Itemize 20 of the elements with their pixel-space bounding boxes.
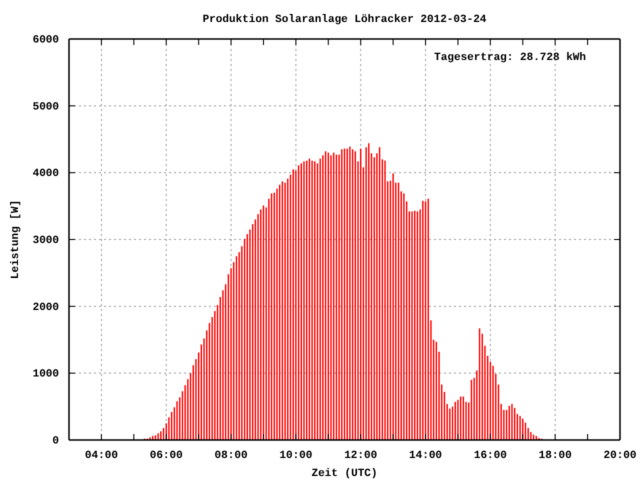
y-axis-title: Leistung [W]	[10, 200, 22, 280]
x-tick-label: 12:00	[344, 450, 378, 462]
y-tick-label: 0	[52, 436, 59, 448]
y-tick-label: 4000	[32, 168, 59, 180]
x-tick-label: 20:00	[603, 450, 637, 462]
x-tick-label: 14:00	[409, 450, 442, 462]
x-tick-label: 06:00	[150, 450, 183, 462]
y-tick-label: 3000	[32, 235, 59, 248]
x-tick-label: 16:00	[474, 450, 507, 462]
chart-title: Produktion Solaranlage Löhracker 2012-03-24	[202, 14, 487, 26]
x-tick-label: 18:00	[538, 450, 572, 462]
annotation: Tagesertrag: 28.728 kWh	[434, 52, 586, 64]
y-tick-label: 5000	[32, 101, 59, 114]
x-tick-label: 08:00	[214, 450, 248, 462]
y-tick-label: 1000	[32, 368, 59, 381]
y-tick-label: 2000	[32, 302, 59, 314]
x-tick-label: 04:00	[84, 450, 118, 462]
x-tick-label: 10:00	[279, 450, 312, 462]
x-axis-title: Zeit (UTC)	[311, 468, 378, 480]
y-tick-label: 6000	[32, 34, 59, 47]
